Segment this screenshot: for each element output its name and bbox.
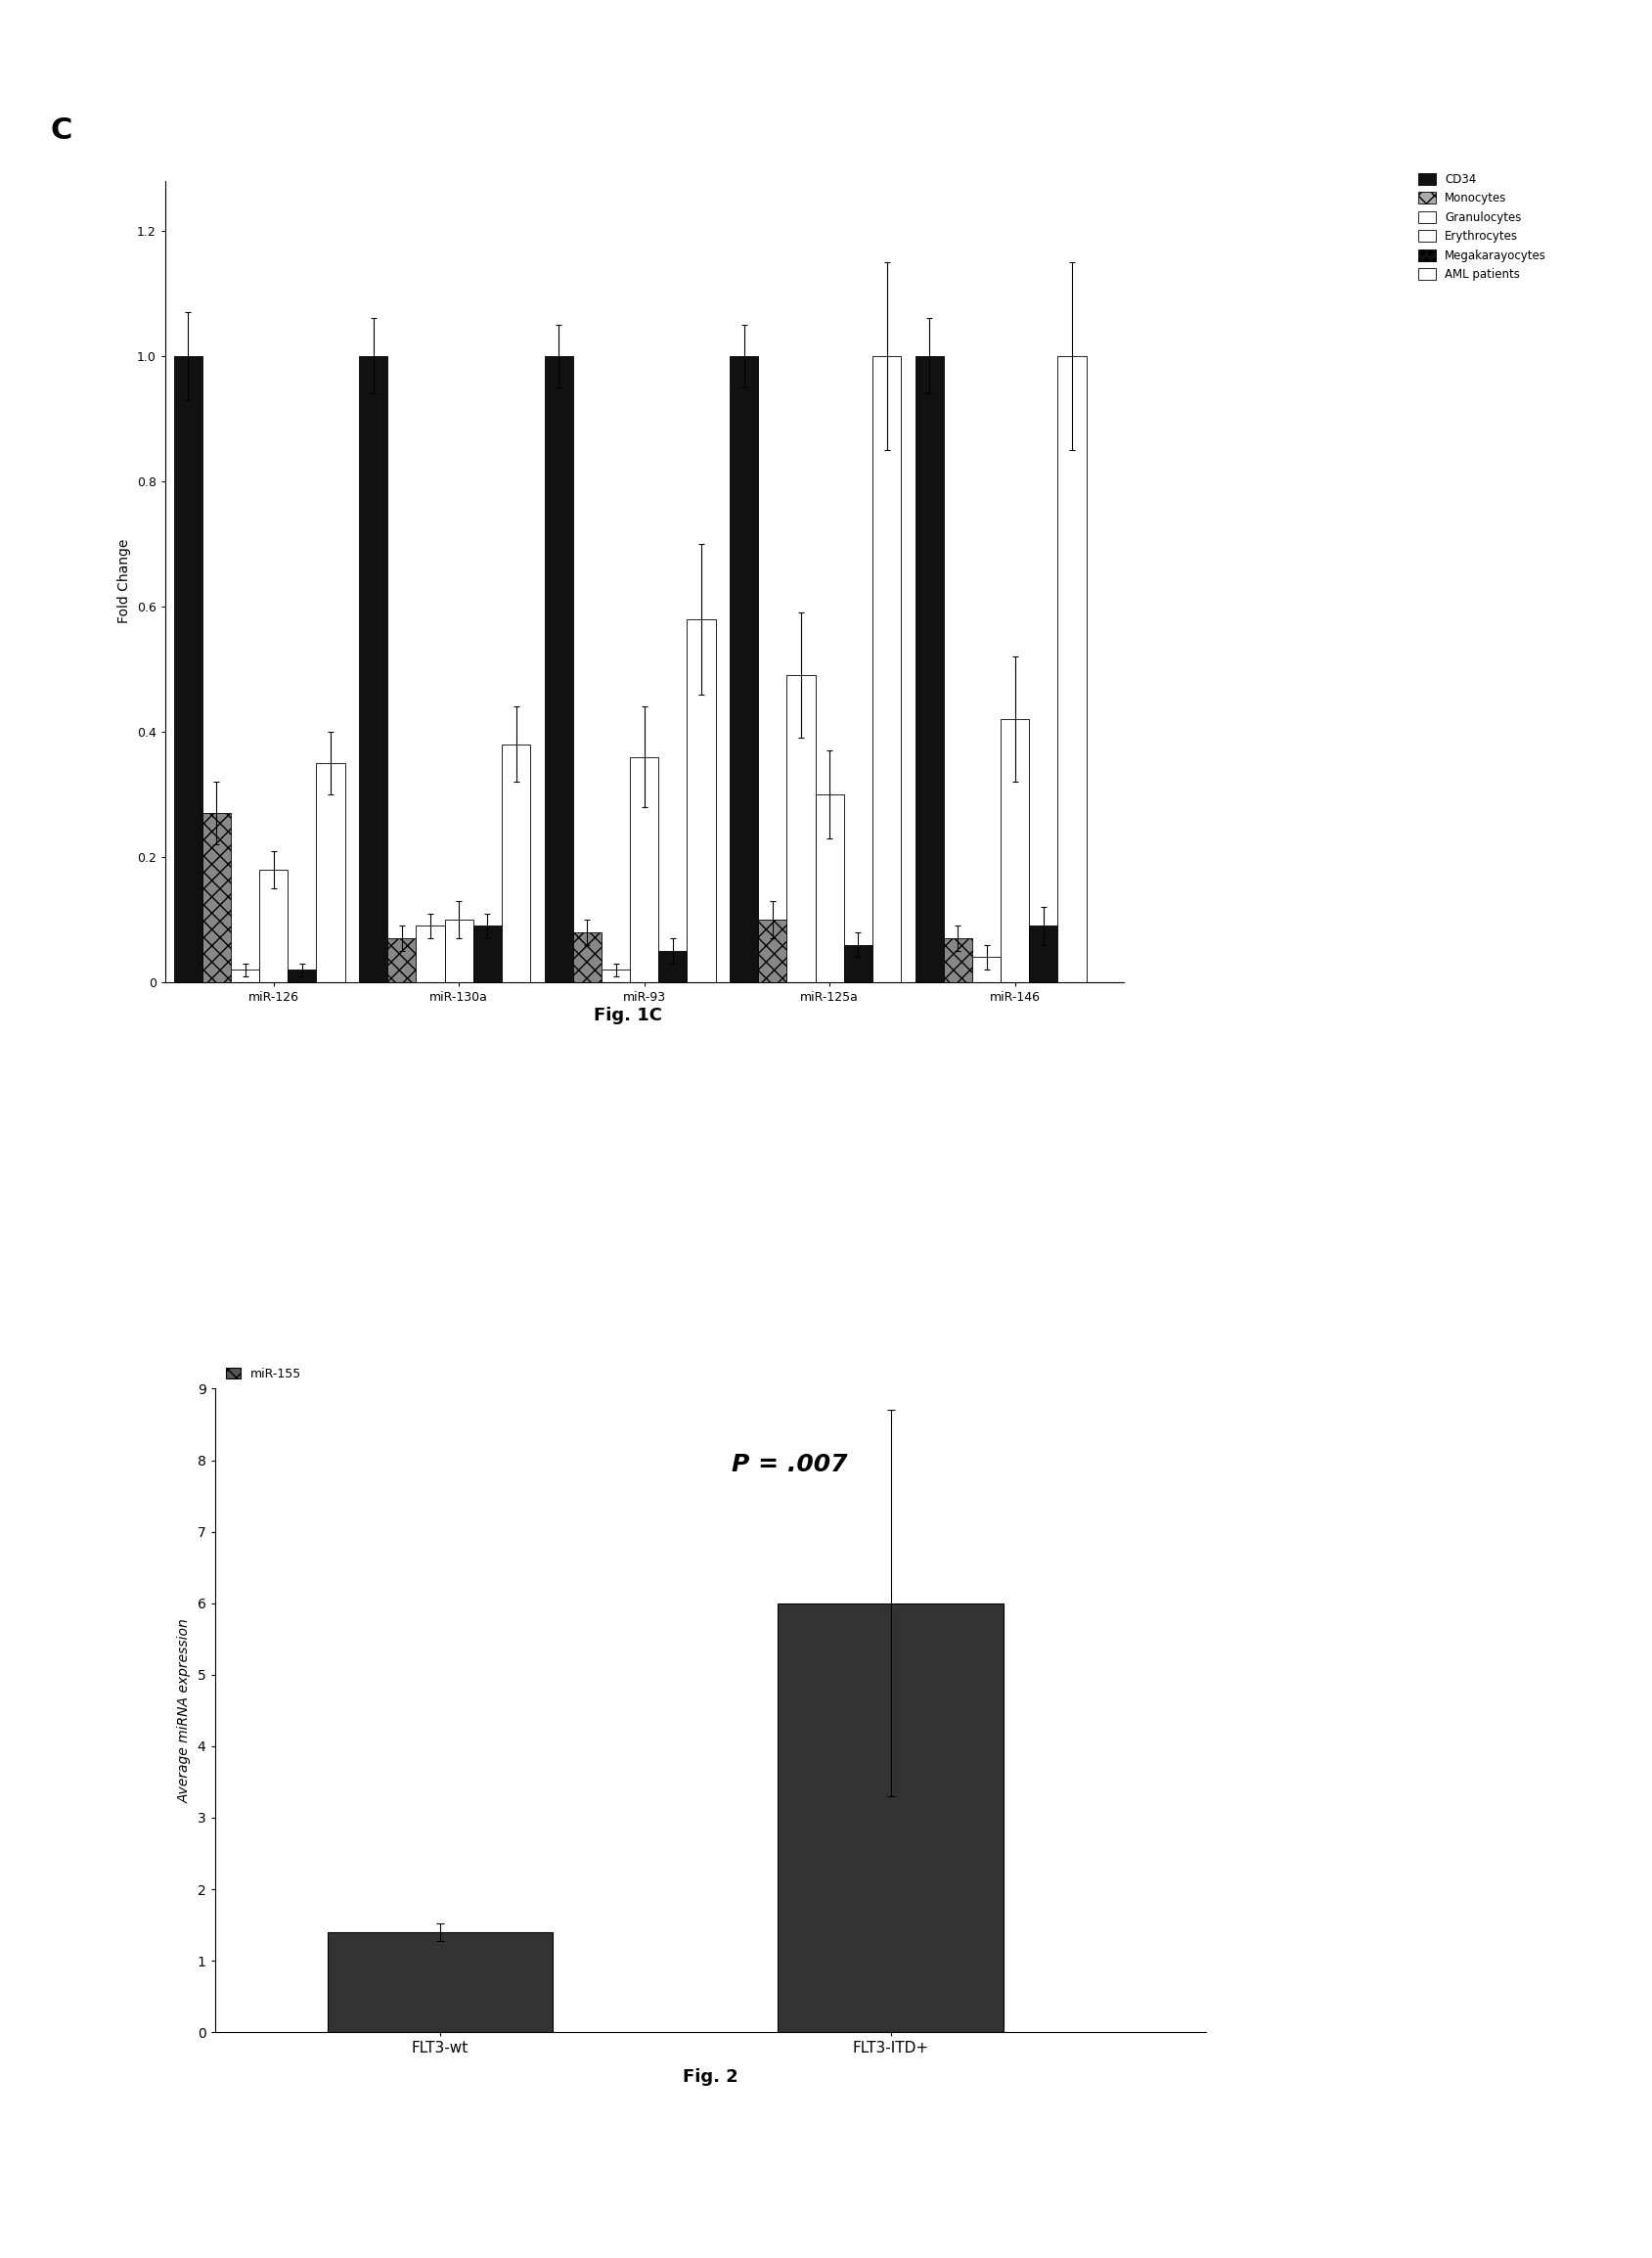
Bar bbox=[259, 869, 287, 982]
Legend: miR-155: miR-155 bbox=[221, 1362, 306, 1384]
Bar bbox=[687, 619, 715, 982]
Bar bbox=[943, 939, 973, 982]
Y-axis label: Average miRNA expression: Average miRNA expression bbox=[178, 1619, 192, 1802]
Bar bbox=[915, 357, 943, 982]
Bar bbox=[844, 944, 872, 982]
Text: P = .007: P = .007 bbox=[732, 1454, 847, 1477]
Bar bbox=[758, 919, 786, 982]
Bar bbox=[327, 1933, 553, 2032]
Bar bbox=[778, 1603, 1003, 2032]
Bar bbox=[816, 795, 844, 982]
Bar bbox=[545, 357, 573, 982]
Bar bbox=[472, 926, 502, 982]
Bar bbox=[502, 745, 530, 982]
Bar bbox=[287, 969, 316, 982]
Bar bbox=[358, 357, 388, 982]
Bar bbox=[388, 939, 416, 982]
Bar bbox=[872, 357, 900, 982]
Bar bbox=[786, 675, 816, 982]
Bar bbox=[601, 969, 629, 982]
Bar bbox=[444, 919, 472, 982]
Bar bbox=[173, 357, 202, 982]
Text: C: C bbox=[50, 117, 73, 145]
Bar bbox=[1057, 357, 1087, 982]
Bar bbox=[659, 951, 687, 982]
Bar bbox=[973, 957, 1001, 982]
Bar bbox=[730, 357, 758, 982]
Legend: CD34, Monocytes, Granulocytes, Erythrocytes, Megakarayocytes, AML patients: CD34, Monocytes, Granulocytes, Erythrocy… bbox=[1416, 169, 1550, 282]
Text: Fig. 1C: Fig. 1C bbox=[593, 1007, 662, 1025]
Bar bbox=[202, 813, 231, 982]
Bar bbox=[316, 763, 345, 982]
Y-axis label: Fold Change: Fold Change bbox=[117, 540, 132, 623]
Bar bbox=[573, 933, 601, 982]
Bar bbox=[1001, 720, 1029, 982]
Bar bbox=[629, 756, 659, 982]
Text: Fig. 2: Fig. 2 bbox=[682, 2068, 738, 2086]
Bar bbox=[1029, 926, 1057, 982]
Bar bbox=[416, 926, 444, 982]
Bar bbox=[231, 969, 259, 982]
